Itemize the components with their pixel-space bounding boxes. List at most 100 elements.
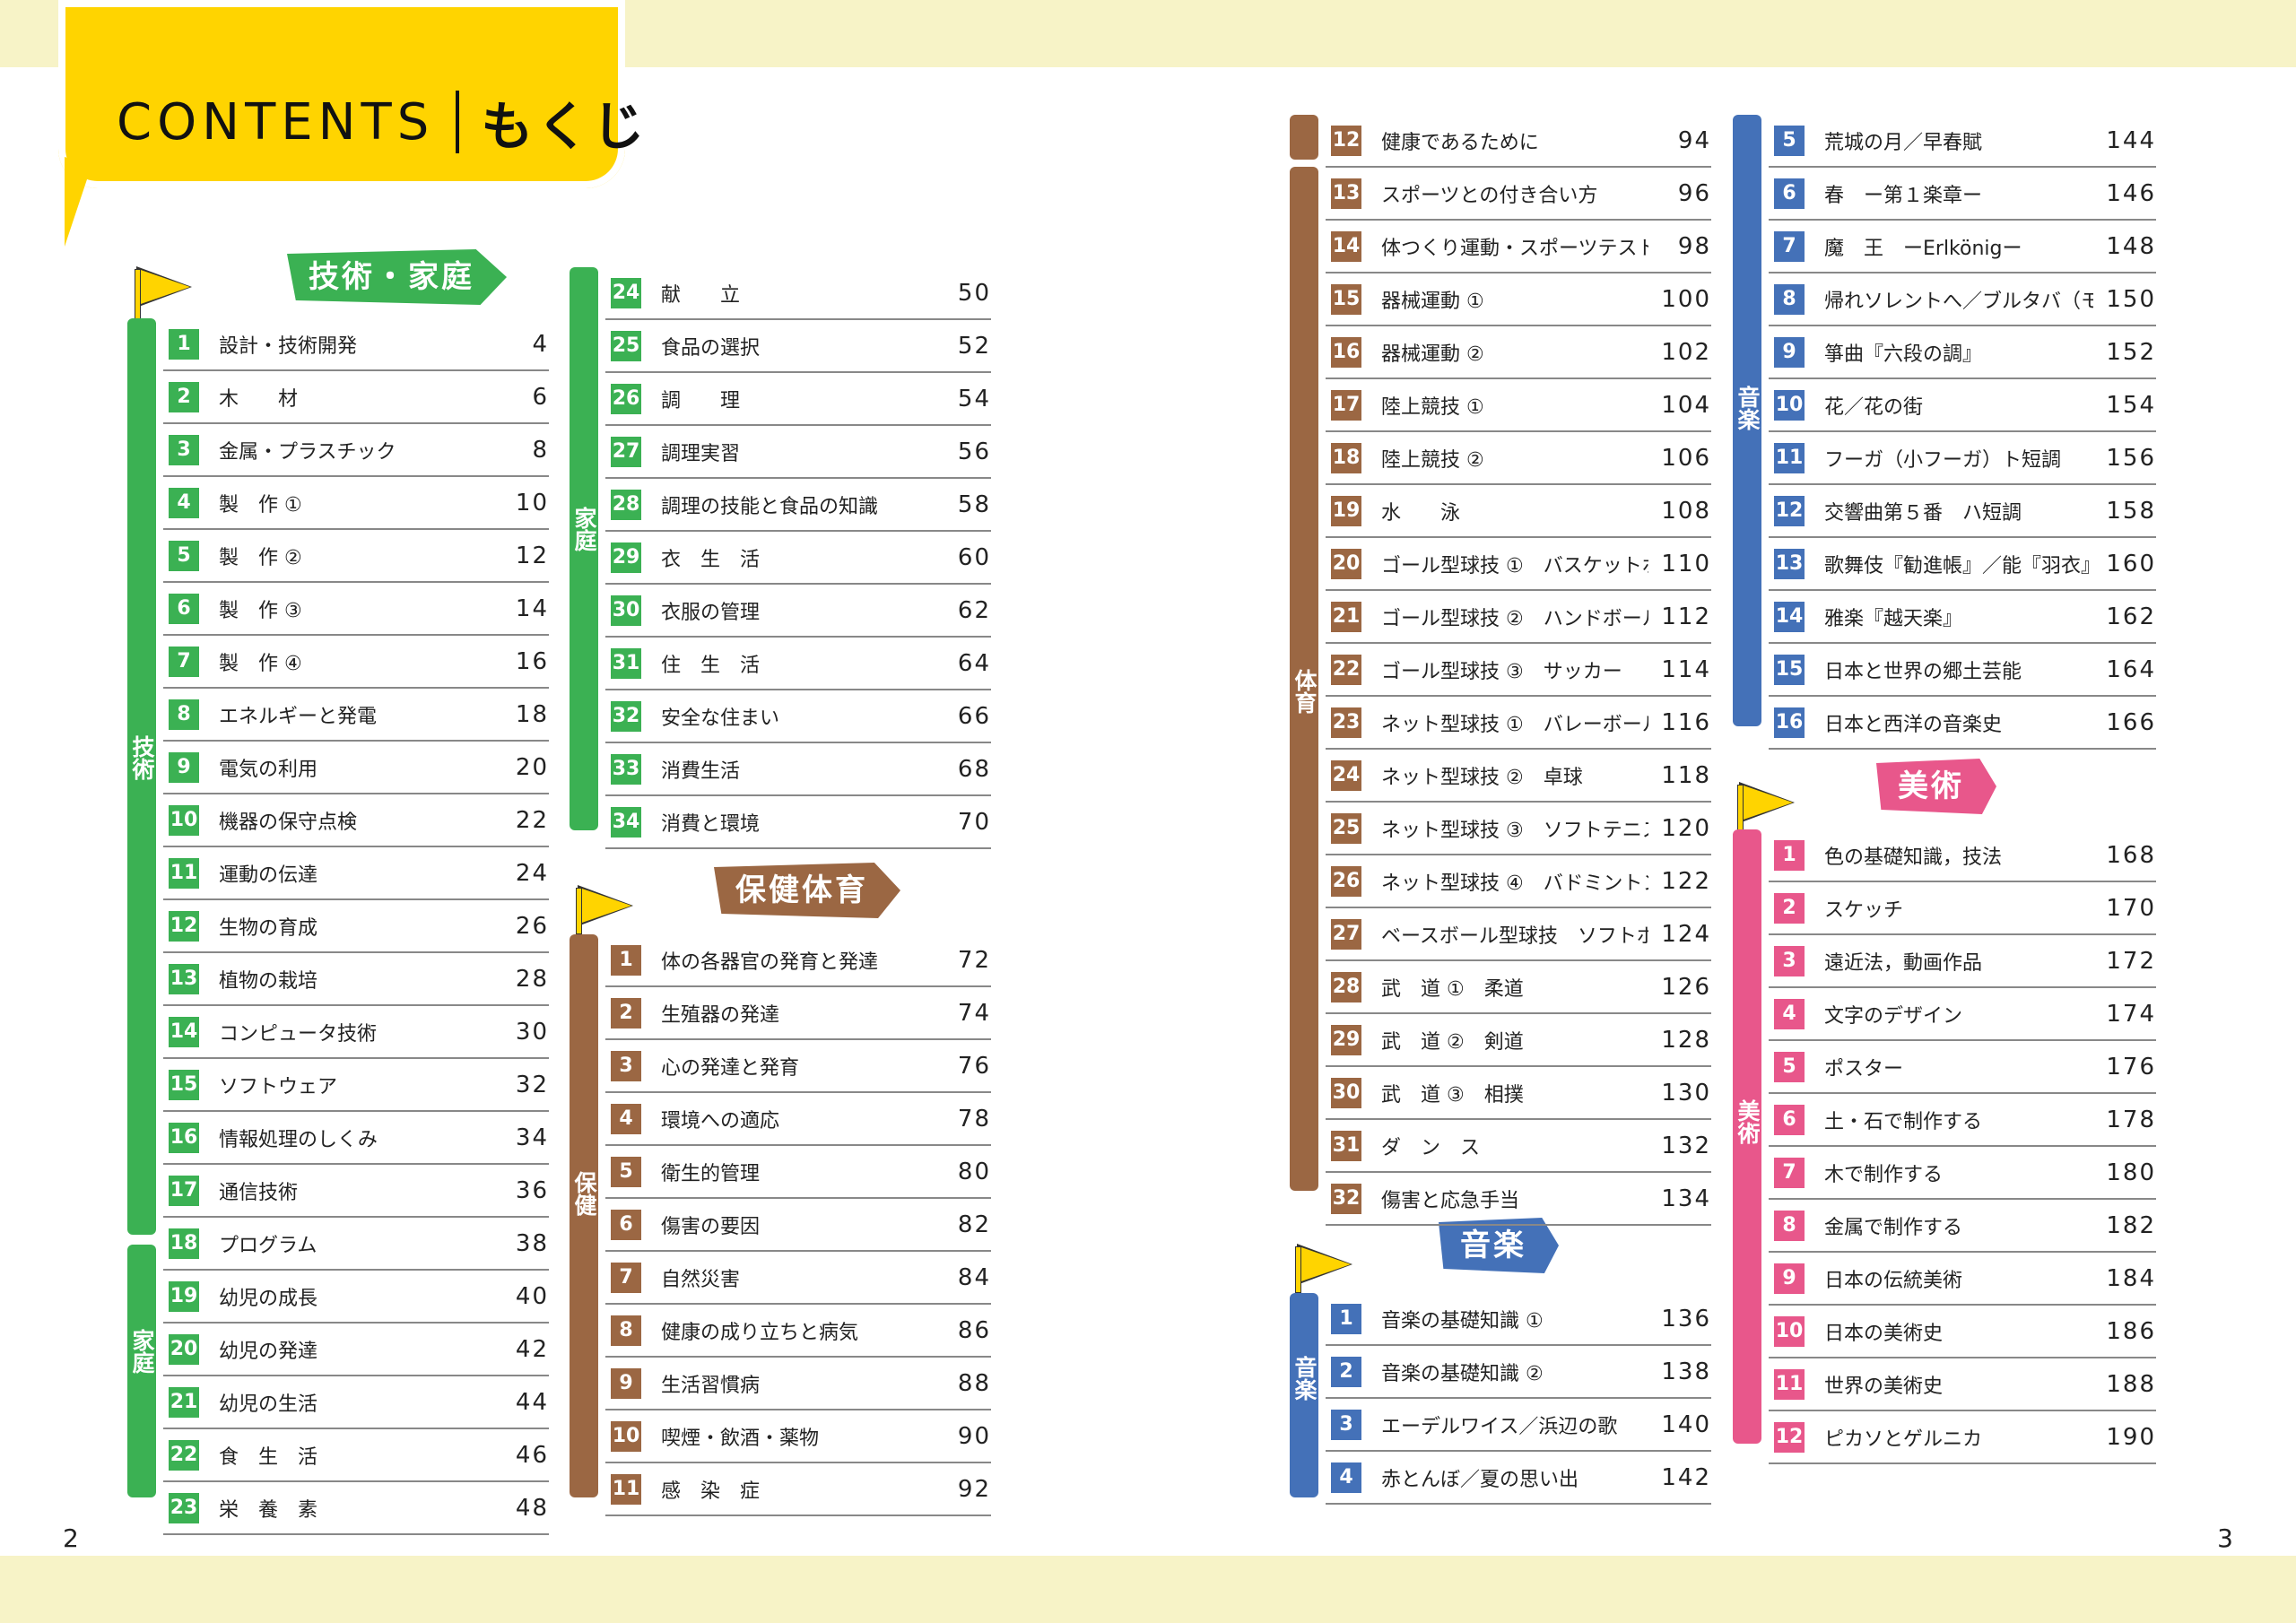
toc-entry[interactable]: 14 コンピュータ技術 30 [163,1006,549,1059]
toc-entry[interactable]: 20 幼児の発達 42 [163,1324,549,1376]
entry-number-badge: 4 [1774,998,1805,1029]
entry-page-number: 12 [515,542,549,569]
toc-entry[interactable]: 10 花／花の街 154 [1769,379,2156,432]
toc-entry[interactable]: 7 製 作 ④ 16 [163,636,549,689]
toc-entry[interactable]: 3 エーデルワイス／浜辺の歌 140 [1326,1399,1711,1452]
toc-entry[interactable]: 24 ネット型球技 ② 卓球 118 [1326,750,1711,803]
toc-entry[interactable]: 8 健康の成り立ちと病気 86 [605,1305,991,1358]
toc-entry[interactable]: 19 幼児の成長 40 [163,1271,549,1324]
toc-entry[interactable]: 7 木で制作する 180 [1769,1147,2156,1200]
toc-entry[interactable]: 15 日本と世界の郷土芸能 164 [1769,644,2156,697]
toc-entry[interactable]: 7 自然災害 84 [605,1252,991,1305]
toc-entry[interactable]: 28 武 道 ① 柔道 126 [1326,961,1711,1014]
entry-number-badge: 10 [1774,1315,1805,1347]
toc-entry[interactable]: 5 ポスター 176 [1769,1041,2156,1094]
toc-entry[interactable]: 12 健康であるために 94 [1326,115,1711,168]
toc-entry[interactable]: 5 衛生的管理 80 [605,1146,991,1199]
toc-entry[interactable]: 23 栄 養 素 48 [163,1482,549,1535]
toc-entry[interactable]: 34 消費と環境 70 [605,796,991,849]
toc-entry[interactable]: 15 ソフトウェア 32 [163,1059,549,1112]
entry-page-number: 130 [1661,1079,1711,1107]
toc-entry[interactable]: 29 衣 生 活 60 [605,532,991,585]
toc-entry[interactable]: 13 植物の栽培 28 [163,953,549,1006]
toc-entry[interactable]: 32 安全な住まい 66 [605,690,991,743]
toc-entry[interactable]: 8 エネルギーと発電 18 [163,689,549,742]
toc-entry[interactable]: 17 通信技術 36 [163,1165,549,1218]
toc-entry[interactable]: 13 スポーツとの付き合い方 96 [1326,168,1711,221]
toc-entry[interactable]: 9 生活習慣病 88 [605,1358,991,1410]
toc-entry[interactable]: 11 運動の伝達 24 [163,847,549,900]
toc-entry[interactable]: 6 春 ー第１楽章ー 146 [1769,168,2156,221]
toc-entry[interactable]: 21 幼児の生活 44 [163,1376,549,1429]
toc-entry[interactable]: 30 衣服の管理 62 [605,585,991,638]
toc-entry[interactable]: 7 魔 王 ーErlkönigー 148 [1769,221,2156,273]
toc-entry[interactable]: 26 ネット型球技 ④ バドミントン 122 [1326,855,1711,908]
toc-entry[interactable]: 4 赤とんぼ／夏の思い出 142 [1326,1452,1711,1505]
toc-entry[interactable]: 33 消費生活 68 [605,743,991,796]
toc-entry[interactable]: 13 歌舞伎『勧進帳』／能『羽衣』 160 [1769,538,2156,591]
toc-entry[interactable]: 18 陸上競技 ② 106 [1326,432,1711,485]
entry-title: ネット型球技 ② 卓球 [1381,766,1583,789]
toc-entry[interactable]: 18 プログラム 38 [163,1218,549,1271]
toc-entry[interactable]: 12 交響曲第５番 ハ短調 158 [1769,485,2156,538]
toc-entry[interactable]: 31 ダ ン ス 132 [1326,1120,1711,1173]
toc-entry[interactable]: 22 食 生 活 46 [163,1429,549,1482]
toc-entry[interactable]: 1 設計・技術開発 4 [163,318,549,371]
toc-entry[interactable]: 29 武 道 ② 剣道 128 [1326,1014,1711,1067]
toc-entry[interactable]: 11 世界の美術史 188 [1769,1358,2156,1411]
toc-entry[interactable]: 24 献 立 50 [605,267,991,320]
toc-entry[interactable]: 2 生殖器の発達 74 [605,987,991,1040]
toc-entry[interactable]: 9 電気の利用 20 [163,742,549,794]
toc-entry[interactable]: 26 調 理 54 [605,373,991,426]
toc-entry[interactable]: 16 情報処理のしくみ 34 [163,1112,549,1165]
toc-entry[interactable]: 32 傷害と応急手当 134 [1326,1173,1711,1226]
toc-entry[interactable]: 25 食品の選択 52 [605,320,991,373]
entry-page-number: 146 [2106,179,2156,207]
toc-entry[interactable]: 11 感 染 症 92 [605,1463,991,1516]
toc-entry[interactable]: 16 日本と西洋の音楽史 166 [1769,697,2156,750]
toc-entry[interactable]: 6 傷害の要因 82 [605,1199,991,1252]
toc-entry[interactable]: 5 荒城の月／早春賦 144 [1769,115,2156,168]
toc-entry[interactable]: 31 住 生 活 64 [605,638,991,690]
toc-entry[interactable]: 3 金属・プラスチック 8 [163,424,549,477]
toc-entry[interactable]: 8 帰れソレントへ／ブルタバ（モルダウ） 150 [1769,273,2156,326]
toc-entry[interactable]: 27 ベースボール型球技 ソフトボール 124 [1326,908,1711,961]
toc-entry[interactable]: 2 音楽の基礎知識 ② 138 [1326,1346,1711,1399]
toc-entry[interactable]: 22 ゴール型球技 ③ サッカー 114 [1326,644,1711,697]
toc-entry[interactable]: 14 雅楽『越天楽』 162 [1769,591,2156,644]
toc-entry[interactable]: 27 調理実習 56 [605,426,991,479]
toc-entry[interactable]: 6 土・石で制作する 178 [1769,1094,2156,1147]
toc-entry[interactable]: 3 心の発達と発育 76 [605,1040,991,1093]
toc-entry[interactable]: 4 文字のデザイン 174 [1769,988,2156,1041]
toc-entry[interactable]: 1 色の基礎知識，技法 168 [1769,829,2156,882]
toc-entry[interactable]: 25 ネット型球技 ③ ソフトテニス 120 [1326,803,1711,855]
toc-entry[interactable]: 11 フーガ（小フーガ）ト短調 156 [1769,432,2156,485]
toc-entry[interactable]: 12 生物の育成 26 [163,900,549,953]
toc-entry[interactable]: 19 水 泳 108 [1326,485,1711,538]
toc-entry[interactable]: 12 ピカソとゲルニカ 190 [1769,1411,2156,1464]
toc-entry[interactable]: 10 喫煙・飲酒・薬物 90 [605,1410,991,1463]
toc-entry[interactable]: 21 ゴール型球技 ② ハンドボール 112 [1326,591,1711,644]
toc-entry[interactable]: 3 遠近法，動画作品 172 [1769,935,2156,988]
toc-entry[interactable]: 5 製 作 ② 12 [163,530,549,583]
toc-entry[interactable]: 28 調理の技能と食品の知識 58 [605,479,991,532]
toc-entry[interactable]: 1 体の各器官の発育と発達 72 [605,934,991,987]
toc-entry[interactable]: 4 環境への適応 78 [605,1093,991,1146]
toc-entry[interactable]: 1 音楽の基礎知識 ① 136 [1326,1293,1711,1346]
toc-entry[interactable]: 6 製 作 ③ 14 [163,583,549,636]
toc-entry[interactable]: 15 器械運動 ① 100 [1326,273,1711,326]
toc-entry[interactable]: 30 武 道 ③ 相撲 130 [1326,1067,1711,1120]
toc-entry[interactable]: 23 ネット型球技 ① バレーボール 116 [1326,697,1711,750]
toc-entry[interactable]: 10 機器の保守点検 22 [163,794,549,847]
toc-entry[interactable]: 8 金属で制作する 182 [1769,1200,2156,1253]
toc-entry[interactable]: 4 製 作 ① 10 [163,477,549,530]
toc-entry[interactable]: 2 スケッチ 170 [1769,882,2156,935]
toc-entry[interactable]: 10 日本の美術史 186 [1769,1306,2156,1358]
toc-entry[interactable]: 14 体つくり運動・スポーツテスト 98 [1326,221,1711,273]
toc-entry[interactable]: 17 陸上競技 ① 104 [1326,379,1711,432]
toc-entry[interactable]: 20 ゴール型球技 ① バスケットボール 110 [1326,538,1711,591]
toc-entry[interactable]: 16 器械運動 ② 102 [1326,326,1711,379]
toc-entry[interactable]: 9 日本の伝統美術 184 [1769,1253,2156,1306]
toc-entry[interactable]: 2 木 材 6 [163,371,549,424]
toc-entry[interactable]: 9 箏曲『六段の調』 152 [1769,326,2156,379]
